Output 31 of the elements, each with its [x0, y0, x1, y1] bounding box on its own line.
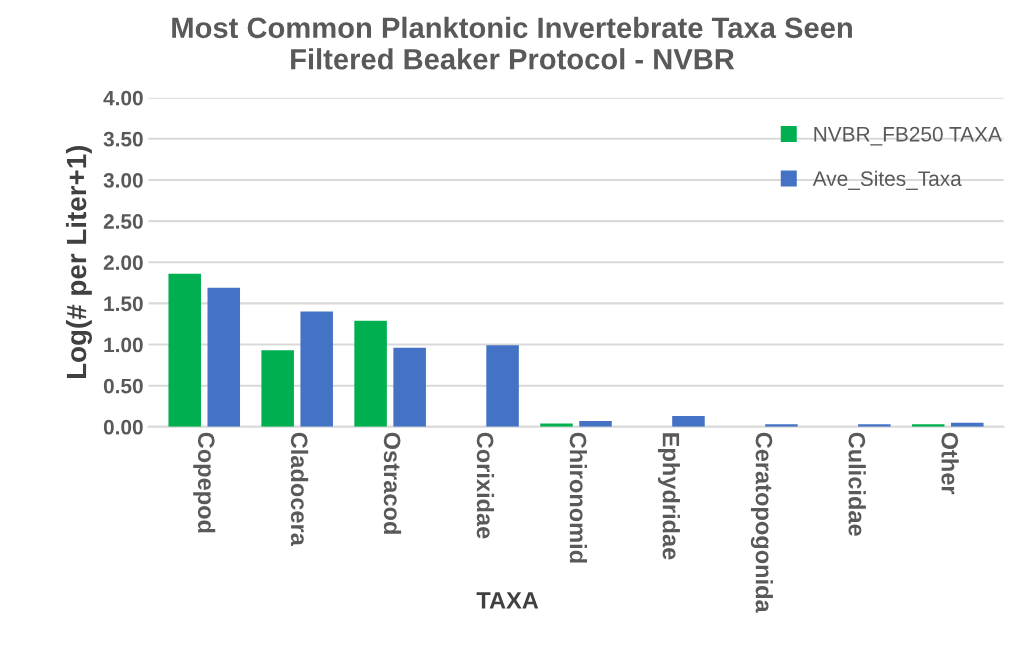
y-tick-label: 4.00	[103, 90, 143, 106]
bar	[207, 287, 241, 427]
y-tick-label: 2.00	[103, 255, 143, 270]
y-tick-label: 0.00	[103, 419, 143, 435]
bar	[300, 311, 333, 427]
bar	[486, 345, 519, 427]
y-axis-title: Log(# per Liter+1)	[65, 145, 92, 379]
y-tick-label: 0.50	[103, 378, 143, 394]
x-axis-title: TAXA	[476, 592, 539, 609]
legend-label: NVBR_FB250 TAXA	[814, 126, 1002, 146]
x-tick-label: Ostracod	[383, 432, 402, 534]
bar	[261, 350, 294, 427]
legend-label: Ave_Sites_Taxa	[812, 170, 962, 190]
x-tick-label: Cladocera	[290, 432, 309, 546]
y-tick-label: 1.50	[104, 296, 143, 312]
bar	[393, 347, 426, 427]
y-tick-label: 2.50	[103, 214, 143, 229]
x-tick-label: Ephydridae	[657, 433, 680, 560]
y-tick-label: 3.00	[103, 172, 143, 188]
x-tick-label: Copepod	[193, 432, 216, 533]
x-tick-label: Ceratopogonida	[750, 432, 773, 613]
bar	[168, 273, 201, 427]
chart-title: Most Common Planktonic Invertebrate Taxa Seen Filtered Beaker Protocol - NVBR	[172, 16, 852, 70]
y-tick-label: 3.50	[103, 131, 143, 147]
bar	[672, 416, 705, 427]
x-tick-label: Culicidae	[848, 432, 866, 536]
x-tick-label: Corixidae	[476, 432, 495, 539]
y-tick-label: 1.00	[104, 337, 143, 353]
x-tick-label: Chironomid	[569, 432, 588, 563]
bar	[354, 320, 387, 427]
x-tick-label: Other	[941, 432, 959, 495]
